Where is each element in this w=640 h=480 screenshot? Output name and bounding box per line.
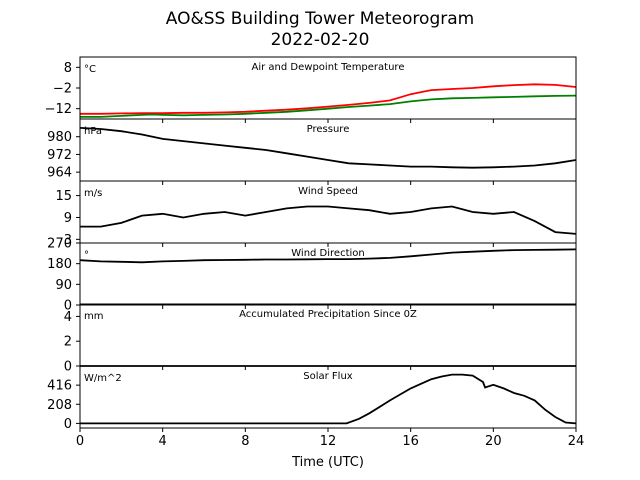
panel-2-ytick-label-2: 964 xyxy=(47,166,72,181)
x-axis-label: Time (UTC) xyxy=(291,455,364,470)
panel-3-ytick-label-0: 15 xyxy=(55,189,72,204)
panel-3-ytick-label-1: 9 xyxy=(64,211,72,226)
panel-2-unit: hPa xyxy=(84,126,102,137)
x-tick-label-6: 24 xyxy=(568,434,585,449)
panel-6-ytick-label-0: 416 xyxy=(47,379,72,394)
panel-1-unit: °C xyxy=(84,64,96,75)
panel-4-ytick-label-1: 180 xyxy=(47,257,72,272)
panel-6-unit: W/m^2 xyxy=(84,373,122,384)
x-tick-label-3: 12 xyxy=(320,434,337,449)
panel-4-ytick-label-2: 90 xyxy=(55,278,72,293)
panel-4-series-wind_direction xyxy=(79,248,577,264)
panel-6-title: Solar Flux xyxy=(303,371,353,382)
panel-1-title: Air and Dewpoint Temperature xyxy=(252,62,405,73)
panel-1-series-dewpoint xyxy=(80,94,577,118)
x-tick-label-2: 8 xyxy=(241,434,249,449)
panel-1-series-air_temperature xyxy=(80,83,577,115)
panel-5-ytick-label-2: 0 xyxy=(64,360,72,375)
panel-5-ytick-label-0: 4 xyxy=(64,310,72,325)
panel-4-ytick-label-3: 0 xyxy=(64,299,72,314)
x-tick-label-4: 16 xyxy=(402,434,419,449)
panel-4-title: Wind Direction xyxy=(291,248,365,259)
chart-subtitle: 2022-02-20 xyxy=(271,30,370,50)
panel-3-title: Wind Speed xyxy=(298,186,358,197)
x-tick-label-5: 20 xyxy=(485,434,502,449)
panel-3-unit: m/s xyxy=(84,188,102,199)
x-tick-label-1: 4 xyxy=(159,434,167,449)
panel-2-ytick-label-0: 980 xyxy=(47,130,72,145)
panel-1-ytick-label-1: −2 xyxy=(53,82,72,97)
panel-4-ytick-label-0: 270 xyxy=(47,237,72,252)
panel-6-series-solar_flux xyxy=(80,373,577,425)
panel-1-ytick-label-2: −12 xyxy=(45,102,72,117)
panel-6-ytick-label-2: 0 xyxy=(64,417,72,432)
panel-5-title: Accumulated Precipitation Since 0Z xyxy=(239,309,417,320)
panel-5-unit: mm xyxy=(84,311,103,322)
panel-3-series-wind_speed xyxy=(80,205,577,235)
x-tick-label-0: 0 xyxy=(76,434,84,449)
panel-2-series-pressure xyxy=(79,127,577,169)
chart-title: AO&SS Building Tower Meteorogram xyxy=(166,9,474,29)
panel-1-ytick-label-0: 8 xyxy=(64,61,72,76)
panel-5-ytick-label-1: 2 xyxy=(64,335,72,350)
panel-4-unit: ° xyxy=(84,250,89,261)
panel-2-title: Pressure xyxy=(307,124,350,135)
panels-group: Air and Dewpoint Temperature °C 8 −2 −12 Pres… xyxy=(45,56,585,449)
panel-2-ytick-label-1: 972 xyxy=(47,148,72,163)
panel-3-ytick-label-2: 3 xyxy=(64,233,72,248)
panel-6-ytick-label-1: 208 xyxy=(47,398,72,413)
